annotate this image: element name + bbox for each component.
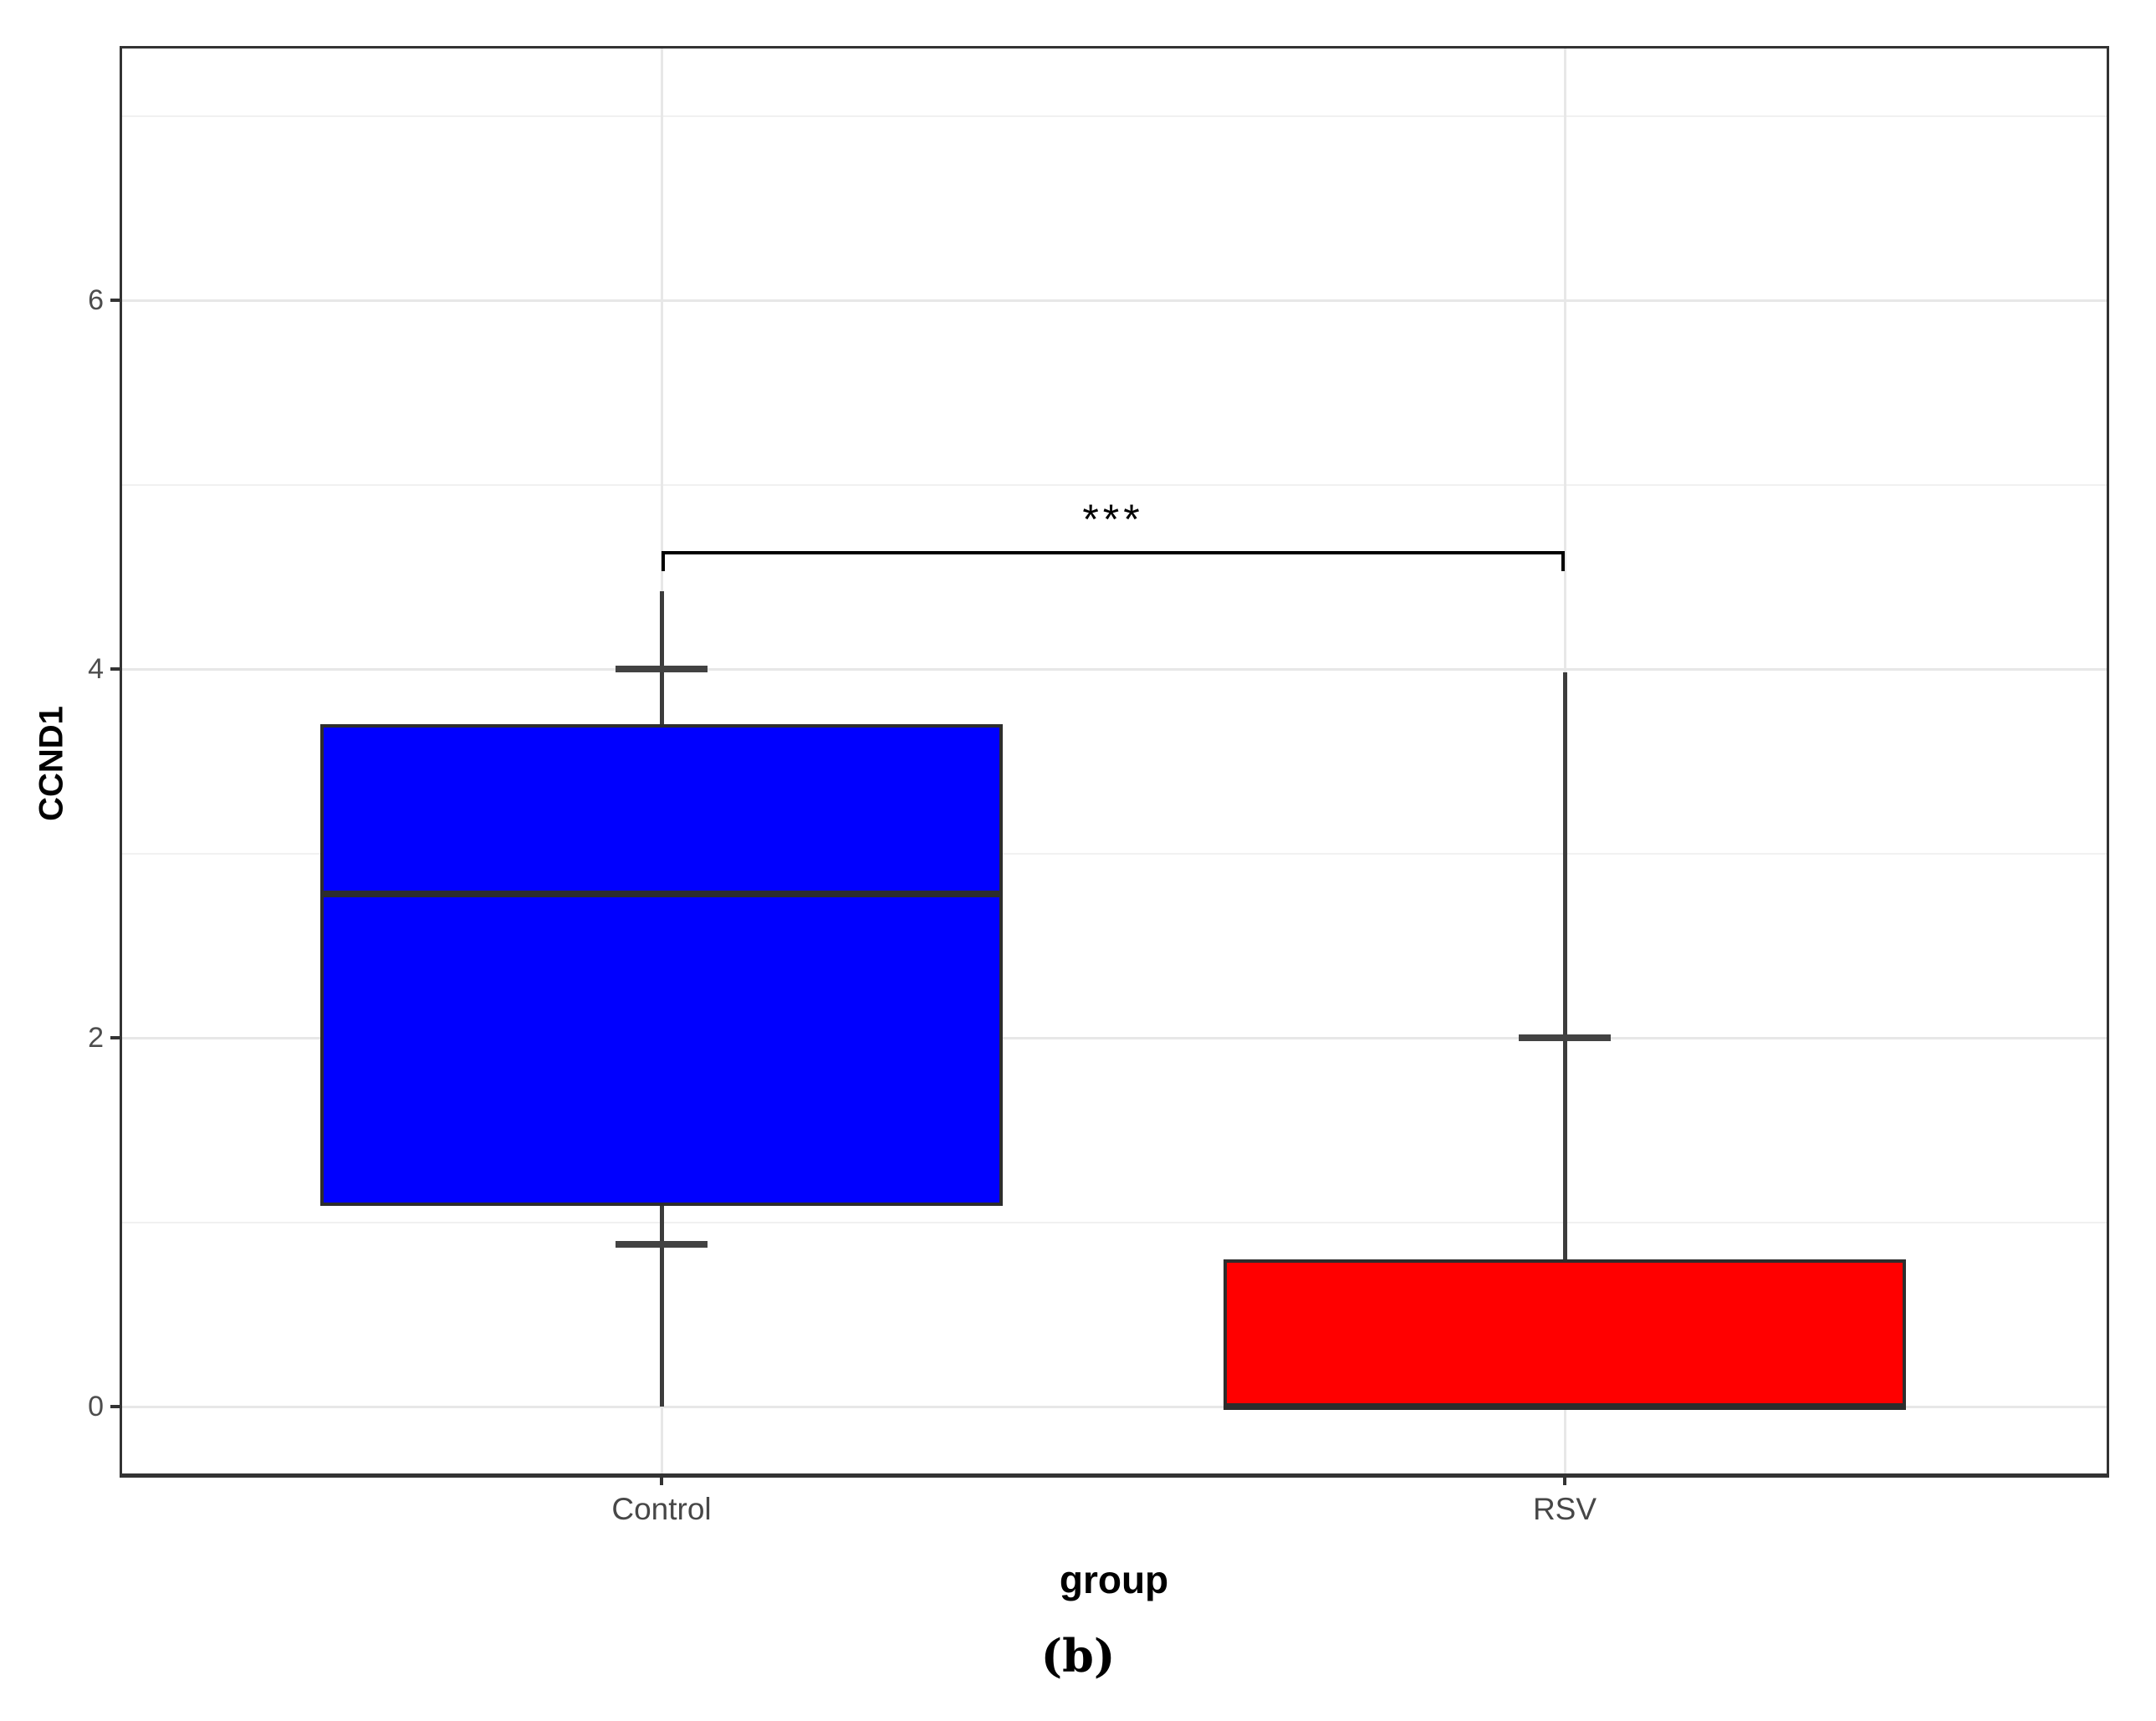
gridline-minor xyxy=(122,852,2107,855)
whisker-line-lower xyxy=(660,1205,664,1407)
x-tick-label: Control xyxy=(611,1492,712,1526)
y-tick-mark xyxy=(110,667,122,671)
gridline-minor xyxy=(122,483,2107,486)
gridline-major xyxy=(122,1037,2107,1039)
whisker-line-upper xyxy=(660,591,664,725)
y-tick-mark xyxy=(110,1405,122,1408)
panel-border xyxy=(120,46,2109,1478)
y-tick-label: 6 xyxy=(88,284,104,316)
y-axis-title: CCND1 xyxy=(33,706,70,821)
x-axis-title: group xyxy=(1059,1558,1169,1601)
significance-bracket-tick-left xyxy=(662,550,665,572)
significance-bracket-tick-right xyxy=(1561,550,1565,572)
gridline-major xyxy=(122,668,2107,671)
significance-label: *** xyxy=(1082,496,1144,543)
y-tick-label: 0 xyxy=(88,1391,104,1422)
whisker-cap-upper xyxy=(1519,1034,1611,1041)
figure-caption: (b) xyxy=(1040,1629,1116,1683)
whisker-cap-upper xyxy=(616,666,708,672)
whisker-line-upper xyxy=(1563,672,1567,1259)
y-tick-label: 2 xyxy=(88,1022,104,1054)
box-control xyxy=(320,724,1003,1206)
whisker-cap-lower xyxy=(616,1240,708,1248)
significance-bracket-bar xyxy=(662,550,1565,554)
gridline-major xyxy=(122,299,2107,302)
median-line xyxy=(1224,1403,1906,1410)
gridline-minor xyxy=(122,1221,2107,1223)
median-line xyxy=(320,891,1003,897)
x-tick-label: RSV xyxy=(1532,1492,1597,1526)
gridline-minor xyxy=(122,115,2107,117)
x-tick-mark xyxy=(660,1473,663,1485)
y-tick-mark xyxy=(110,299,122,302)
gridline-major xyxy=(122,1406,2107,1408)
y-tick-label: 4 xyxy=(88,653,104,685)
x-tick-mark xyxy=(1563,1473,1566,1485)
y-tick-mark xyxy=(110,1036,122,1039)
